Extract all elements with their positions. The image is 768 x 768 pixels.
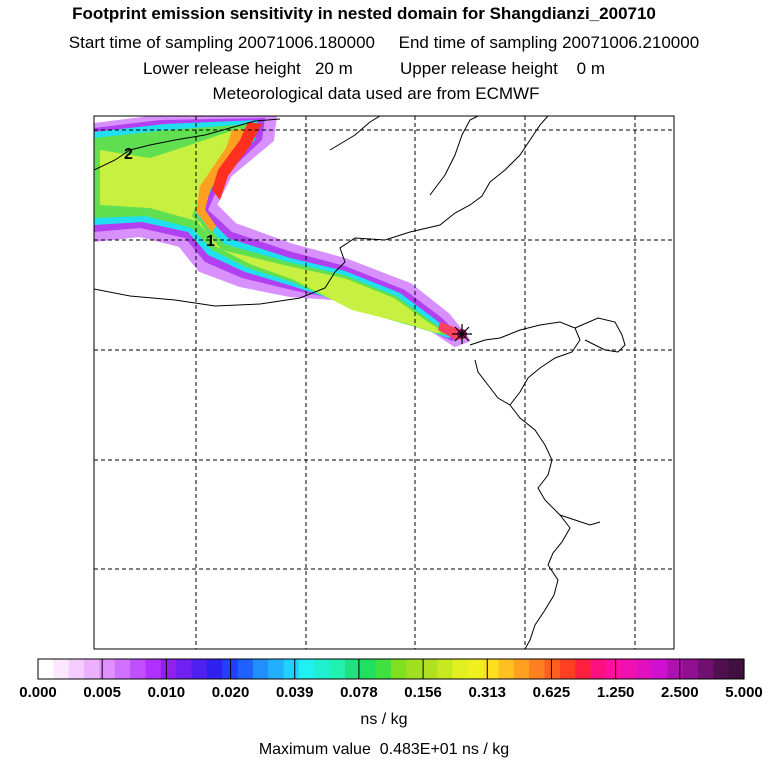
colorbar-cell xyxy=(268,659,285,679)
met-data-line: Meteorological data used are from ECMWF xyxy=(212,84,540,103)
colorbar-cell xyxy=(437,659,453,679)
graticule xyxy=(94,116,674,649)
colorbar-cell xyxy=(728,659,745,679)
colorbar-cell xyxy=(467,659,484,679)
plume-layer-red xyxy=(212,122,262,200)
release-height-line: Lower release height 20 m Upper release … xyxy=(142,59,606,78)
colorbar-tick-label: 0.020 xyxy=(211,684,250,701)
colorbar-cell xyxy=(130,659,147,679)
colorbar-cell xyxy=(621,659,638,679)
colorbar-cell xyxy=(513,659,530,679)
colorbar-cell xyxy=(314,659,331,679)
colorbar-major-ticks xyxy=(37,659,745,679)
colorbar-cells xyxy=(38,659,745,679)
colorbar-cell xyxy=(145,659,162,679)
colorbar-cell xyxy=(651,659,668,679)
colorbar-tick-label: 0.078 xyxy=(340,684,378,701)
colorbar-cell xyxy=(421,659,438,679)
colorbar-tick-label: 1.250 xyxy=(596,684,635,701)
colorbar-cell xyxy=(68,659,85,679)
colorbar-cell xyxy=(713,659,730,679)
colorbar-cell xyxy=(283,659,300,679)
colorbar-cell xyxy=(636,659,653,679)
colorbar-cell xyxy=(575,659,592,679)
colorbar-cell xyxy=(53,659,70,679)
plot-title: Footprint emission sensitivity in nested… xyxy=(72,4,656,23)
colorbar-cell xyxy=(697,659,714,679)
emission-plume xyxy=(94,116,470,347)
plume-layer-yellow xyxy=(100,128,444,333)
sampling-time-line: Start time of sampling 20071006.180000 E… xyxy=(68,33,700,52)
colorbar-cell xyxy=(176,659,193,679)
colorbar-cell xyxy=(114,659,131,679)
colorbar-cell xyxy=(529,659,546,679)
colorbar-cell xyxy=(99,659,116,679)
colorbar-tick-label: 0.010 xyxy=(147,684,186,701)
colorbar-cell xyxy=(605,659,622,679)
colorbar-cell xyxy=(38,659,54,679)
colorbar-cell xyxy=(344,659,361,679)
colorbar-cell xyxy=(406,659,423,679)
colorbar-cell xyxy=(191,659,208,679)
colorbar-cell xyxy=(544,659,561,679)
colorbar-tick-label: 0.000 xyxy=(19,684,57,701)
trajectory-label-1: 1 xyxy=(206,233,215,250)
colorbar-cell xyxy=(559,659,576,679)
colorbar-cell xyxy=(590,659,607,679)
colorbar-tick-label: 0.005 xyxy=(83,684,121,701)
colorbar-tick-label: 0.625 xyxy=(532,684,571,701)
colorbar-cell xyxy=(329,659,346,679)
colorbar-cell xyxy=(298,659,315,679)
colorbar-tick-label: 0.313 xyxy=(468,684,507,701)
colorbar-cell xyxy=(237,659,254,679)
colorbar-cell xyxy=(391,659,407,679)
colorbar-cell xyxy=(682,659,699,679)
plume-layer-orange xyxy=(196,128,255,232)
trajectory-label-2: 2 xyxy=(124,146,133,163)
colorbar-cell xyxy=(84,659,100,679)
map-frame xyxy=(93,115,675,650)
colorbar-tick-label: 0.156 xyxy=(404,684,442,701)
asterisk-icon xyxy=(452,324,472,344)
colorbar-cell xyxy=(252,659,269,679)
colorbar-tick-label: 0.039 xyxy=(275,684,314,701)
colorbar-cell xyxy=(498,659,515,679)
colorbar-cell xyxy=(483,659,500,679)
colorbar-tick-label: 2.500 xyxy=(661,684,699,701)
colorbar-cell xyxy=(452,659,469,679)
colorbar-cell xyxy=(160,659,177,679)
colorbar-cell xyxy=(375,659,392,679)
colorbar-cell xyxy=(360,659,377,679)
colorbar-cell xyxy=(206,659,223,679)
colorbar-cell xyxy=(667,659,684,679)
maximum-value-label: Maximum value 0.483E+01 ns / kg xyxy=(258,741,510,758)
coastlines xyxy=(94,116,626,649)
colorbar-tick-label: 5.000 xyxy=(725,684,763,701)
colorbar-units: ns / kg xyxy=(360,711,408,728)
